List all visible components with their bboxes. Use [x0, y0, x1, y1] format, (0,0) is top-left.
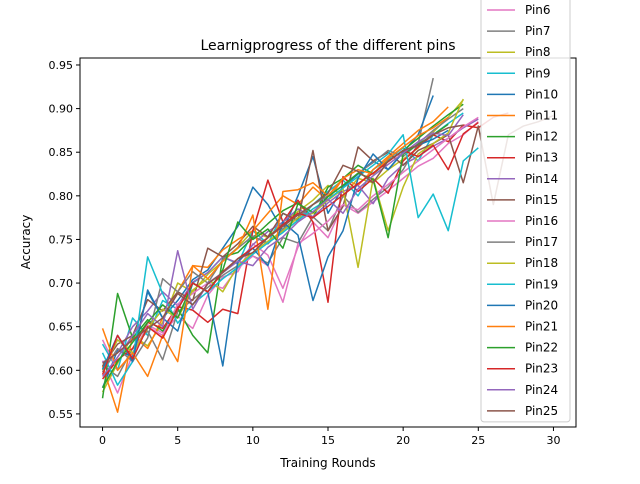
legend-label: Pin21	[525, 320, 558, 334]
legend-label: Pin23	[525, 362, 558, 376]
series-line-pin24	[101, 114, 464, 377]
x-tick-label: 20	[396, 434, 410, 447]
x-axis: 0 5 10 15 20 25 30	[99, 427, 560, 447]
y-axis-label: Accuracy	[19, 215, 33, 270]
series-line-pin23	[101, 121, 479, 375]
x-tick-label: 25	[471, 434, 485, 447]
series-line-pin13	[101, 112, 509, 380]
legend: Pin6 Pin7 Pin8 Pin9 Pin10 Pin11 Pin12 Pin13 Pin1…	[480, 0, 571, 423]
x-axis-label: Training Rounds	[279, 456, 375, 470]
legend-label: Pin19	[525, 277, 558, 291]
legend-label: Pin13	[525, 151, 558, 165]
y-tick-label: 0.60	[49, 364, 74, 377]
series-line-pin7	[102, 77, 434, 378]
y-tick-label: 0.55	[49, 408, 74, 421]
chart-title: Learnigprogress of the different pins	[200, 38, 455, 54]
y-tick-label: 0.85	[49, 146, 74, 159]
legend-label: Pin7	[525, 24, 551, 38]
x-tick-label: 10	[246, 434, 260, 447]
x-tick-label: 0	[99, 434, 106, 447]
series-line-pin21	[101, 116, 449, 378]
legend-label: Pin20	[525, 298, 558, 312]
y-tick-label: 0.70	[49, 277, 74, 290]
series-line-pin16	[101, 116, 479, 372]
legend-label: Pin24	[525, 383, 558, 397]
legend-box	[480, 0, 571, 423]
series-line-pin22	[101, 123, 449, 389]
legend-label: Pin22	[525, 341, 558, 355]
y-tick-label: 0.95	[49, 59, 74, 72]
series-line-pin20	[101, 129, 449, 370]
legend-label: Pin16	[525, 214, 558, 228]
legend-label: Pin9	[525, 66, 551, 80]
y-tick-label: 0.75	[49, 233, 74, 246]
legend-label: Pin17	[525, 235, 558, 249]
legend-label: Pin14	[525, 172, 558, 186]
y-tick-label: 0.90	[49, 103, 74, 116]
legend-label: Pin10	[525, 87, 558, 101]
x-tick-label: 5	[174, 434, 181, 447]
legend-label: Pin11	[525, 109, 558, 123]
y-tick-label: 0.65	[49, 321, 74, 334]
legend-label: Pin25	[525, 404, 558, 418]
legend-label: Pin8	[525, 45, 551, 59]
legend-label: Pin15	[525, 193, 558, 207]
y-tick-label: 0.80	[49, 190, 74, 203]
legend-label: Pin6	[525, 3, 551, 17]
x-tick-label: 15	[321, 434, 335, 447]
y-axis: 0.55 0.60 0.65 0.70 0.75 0.80 0.85 0.90 0.95	[49, 59, 80, 421]
legend-label: Pin18	[525, 256, 558, 270]
series-line-pin25	[102, 124, 464, 364]
legend-label: Pin12	[525, 130, 558, 144]
series-line-pin18	[101, 98, 464, 371]
x-tick-label: 30	[546, 434, 560, 447]
plot-lines	[101, 77, 554, 413]
